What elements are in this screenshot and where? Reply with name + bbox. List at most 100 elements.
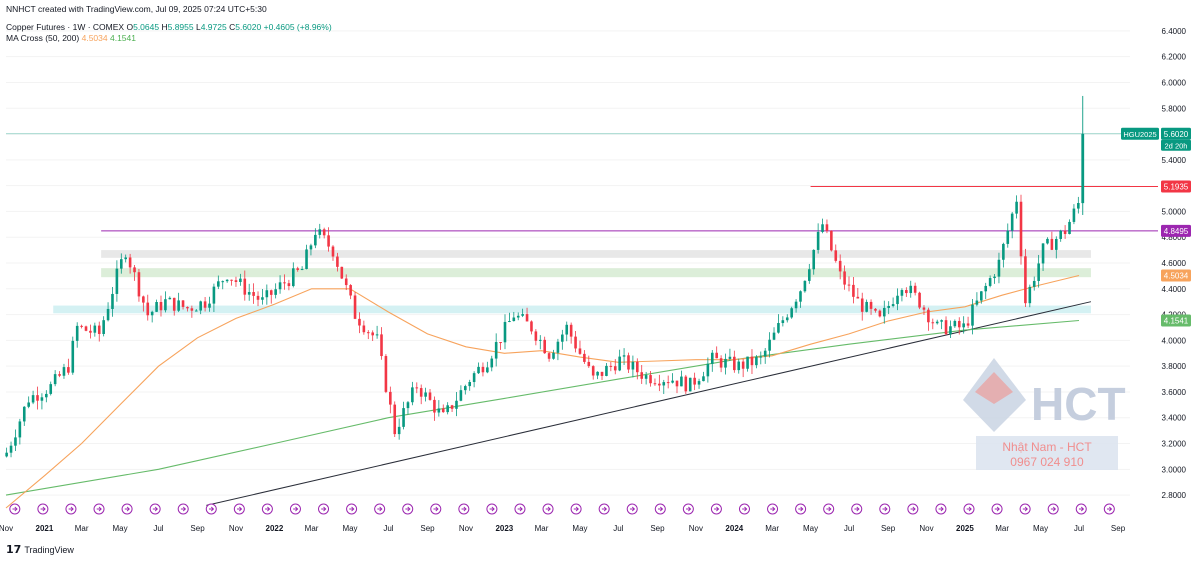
candle-body: [287, 283, 291, 287]
event-marker-icon: [65, 503, 77, 515]
open-value: 5.0645: [133, 22, 160, 32]
candle: [9, 441, 13, 458]
ma-fast-value: 4.5034: [81, 33, 108, 43]
indicator-name: MA Cross (50, 200): [6, 33, 80, 43]
candle: [468, 379, 472, 391]
zone-band: [101, 250, 1091, 258]
candle: [715, 346, 718, 359]
candle-body: [600, 371, 604, 376]
y-tick-label: 3.8000: [1162, 362, 1187, 371]
candle: [150, 310, 154, 323]
candle-body: [486, 367, 489, 373]
candle-body: [366, 332, 370, 334]
event-arrow: [854, 506, 860, 512]
candle: [18, 418, 22, 445]
candle-body: [543, 339, 546, 354]
candle: [830, 230, 833, 252]
candle-body: [353, 295, 357, 319]
event-marker-icon: [261, 503, 273, 515]
x-tick-label: 2023: [495, 524, 513, 533]
candle-body: [596, 371, 599, 376]
y-tick-label: 4.8000: [1162, 233, 1187, 242]
candle-body: [896, 295, 899, 305]
candle-body: [1037, 263, 1040, 281]
current-price-timer-tag: [1161, 139, 1191, 151]
candle-body: [834, 250, 838, 261]
candle: [53, 370, 57, 387]
x-tick-label: Jul: [613, 524, 623, 533]
candle: [578, 340, 582, 355]
candle: [640, 365, 644, 384]
candle: [1037, 254, 1040, 288]
candle-body: [649, 375, 652, 384]
candle: [194, 309, 198, 312]
candle-body: [225, 279, 229, 282]
event-marker-icon: [935, 503, 947, 515]
candle: [605, 363, 608, 377]
candle-body: [389, 391, 392, 405]
ma-fast-value-tag: [1161, 269, 1191, 282]
candle: [966, 316, 970, 329]
candle: [5, 447, 8, 458]
candle-body: [371, 332, 374, 336]
candle: [799, 290, 802, 308]
candle-body: [349, 285, 352, 296]
candle: [225, 279, 229, 283]
event-arrow: [68, 506, 74, 512]
event-marker-icon: [542, 503, 554, 515]
candle: [124, 254, 128, 263]
candle: [300, 266, 304, 271]
event-marker-icon: [149, 503, 161, 515]
tv-logo-icon: 17: [6, 543, 22, 556]
candle: [508, 312, 511, 323]
candle-body: [437, 408, 441, 413]
candle: [177, 292, 180, 313]
moving-averages: [5, 274, 1080, 509]
candle: [984, 282, 988, 300]
x-tick-label: Jul: [383, 524, 393, 533]
candle-body: [14, 437, 17, 446]
candle-body: [190, 308, 194, 311]
candle: [419, 384, 423, 405]
candle: [865, 299, 868, 313]
candle-body: [53, 374, 57, 385]
candle: [199, 300, 202, 315]
tradingview-logo[interactable]: 17 TradingView: [6, 543, 74, 556]
candle: [543, 336, 546, 354]
ma-200-line: [5, 319, 1080, 496]
candle-body: [75, 325, 79, 341]
candle-body: [516, 315, 520, 318]
candle: [1059, 229, 1062, 242]
candle: [111, 287, 114, 317]
candle-body: [256, 295, 260, 300]
candle: [155, 299, 158, 313]
candle-body: [450, 405, 454, 409]
event-marker-icon: [1019, 503, 1031, 515]
candle-body: [561, 334, 564, 342]
candle-body: [750, 356, 754, 366]
event-arrow: [601, 506, 608, 512]
candle: [283, 274, 286, 290]
candle-body: [221, 281, 225, 283]
candle-body: [380, 334, 383, 357]
candle-body: [243, 278, 247, 295]
candle: [494, 333, 498, 367]
candle: [556, 338, 560, 361]
candle-body: [984, 285, 988, 292]
event-marker-icon: [682, 503, 694, 515]
event-arrow: [686, 506, 692, 512]
candle: [159, 295, 163, 317]
candle: [975, 292, 979, 307]
candle: [353, 291, 357, 320]
candle: [896, 288, 899, 311]
candle: [538, 335, 542, 350]
candle: [296, 266, 300, 272]
candle-body: [785, 317, 789, 321]
candle-body: [874, 308, 877, 311]
candle: [446, 402, 449, 415]
candle-body: [949, 326, 952, 335]
candle: [292, 262, 295, 288]
candle-body: [591, 366, 595, 376]
candle-body: [45, 393, 48, 398]
